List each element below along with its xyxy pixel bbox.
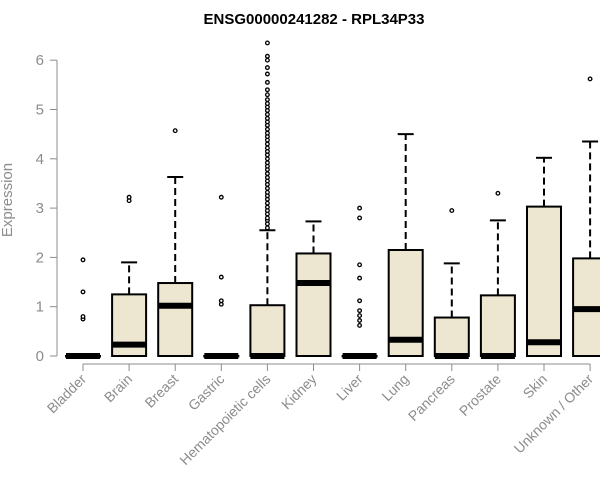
y-tick-label: 4: [36, 151, 44, 168]
outlier-point: [357, 313, 363, 319]
box-group: [295, 220, 332, 357]
x-tick-label: Bladder: [44, 371, 90, 417]
outlier-point: [264, 215, 270, 221]
outlier-point: [172, 128, 178, 134]
outlier-point: [357, 308, 363, 314]
outlier-point: [264, 111, 270, 117]
outlier-point: [264, 115, 270, 121]
outlier-point: [495, 190, 501, 196]
box-group: [203, 194, 240, 359]
outlier-point: [80, 289, 86, 295]
box: [526, 205, 562, 357]
y-tick-label: 5: [36, 102, 44, 119]
outlier-point: [264, 87, 270, 93]
y-tick-label: 2: [36, 249, 44, 266]
outlier-point: [218, 298, 224, 304]
box-group: [387, 133, 424, 358]
x-tick-label: Hematopoietic cells: [176, 371, 273, 468]
box: [433, 316, 470, 357]
outlier-point: [264, 130, 270, 136]
outlier-point: [264, 97, 270, 103]
box-group: [526, 156, 562, 357]
outlier-point: [264, 156, 270, 162]
x-tick-label: Liver: [333, 371, 366, 404]
x-tick-label: Skin: [520, 371, 551, 402]
y-axis-label: Expression: [0, 163, 16, 237]
x-tick-label: Brain: [101, 371, 135, 405]
box-group: [111, 194, 148, 357]
x-tick-label: Gastric: [185, 371, 228, 414]
x-tick-label: Pancreas: [405, 371, 458, 424]
y-tick-label: 0: [36, 348, 44, 365]
outlier-point: [264, 126, 270, 132]
outlier-point: [357, 205, 363, 211]
box-group: [249, 40, 286, 359]
outlier-point: [449, 208, 455, 214]
x-tick-label: Unknown / Other: [511, 371, 597, 457]
outlier-point: [264, 189, 270, 195]
box: [249, 304, 286, 358]
chart-title: ENSG00000241282 - RPL34P33: [204, 11, 425, 28]
box-group: [341, 205, 378, 359]
outlier-point: [357, 275, 363, 281]
outlier-point: [264, 145, 270, 151]
box-group: [479, 190, 516, 359]
outlier-point: [264, 53, 270, 59]
box-group: [572, 76, 600, 357]
box-group: [157, 128, 194, 358]
y-tick-label: 3: [36, 200, 44, 217]
outlier-point: [80, 257, 86, 263]
outlier-point: [264, 101, 270, 107]
box: [295, 252, 332, 357]
outlier-point: [264, 175, 270, 180]
x-tick-label: Lung: [378, 371, 411, 404]
outlier-point: [126, 194, 132, 200]
outlier-point: [264, 71, 270, 77]
outlier-point: [264, 57, 270, 63]
outlier-point: [357, 262, 363, 268]
boxes-layer: [65, 40, 600, 359]
outlier-point: [264, 65, 270, 71]
outlier-point: [587, 76, 593, 82]
box-group: [65, 257, 101, 359]
outlier-point: [357, 322, 363, 328]
outlier-point: [218, 274, 224, 280]
outlier-point: [264, 92, 270, 98]
x-tick-label: Breast: [141, 371, 181, 411]
x-tick-label: Prostate: [456, 371, 504, 419]
y-tick-label: 1: [36, 299, 44, 316]
box-group: [433, 208, 470, 359]
outlier-point: [264, 79, 270, 85]
outlier-point: [264, 160, 270, 166]
outlier-point: [264, 40, 270, 46]
outlier-point: [357, 298, 363, 304]
outlier-point: [264, 200, 270, 206]
x-tick-label: Kidney: [278, 371, 320, 413]
outlier-point: [357, 318, 363, 323]
box: [157, 282, 194, 358]
y-axis: 0 1 2 3 4 5 6: [36, 52, 58, 365]
outlier-point: [264, 225, 270, 231]
outlier-point: [80, 314, 86, 320]
outlier-point: [264, 141, 270, 147]
y-tick-label: 6: [36, 52, 44, 69]
outlier-point: [218, 194, 224, 200]
outlier-point: [264, 204, 270, 210]
outlier-point: [264, 185, 270, 191]
box: [479, 294, 516, 357]
outlier-point: [264, 171, 270, 177]
outlier-point: [357, 215, 363, 221]
